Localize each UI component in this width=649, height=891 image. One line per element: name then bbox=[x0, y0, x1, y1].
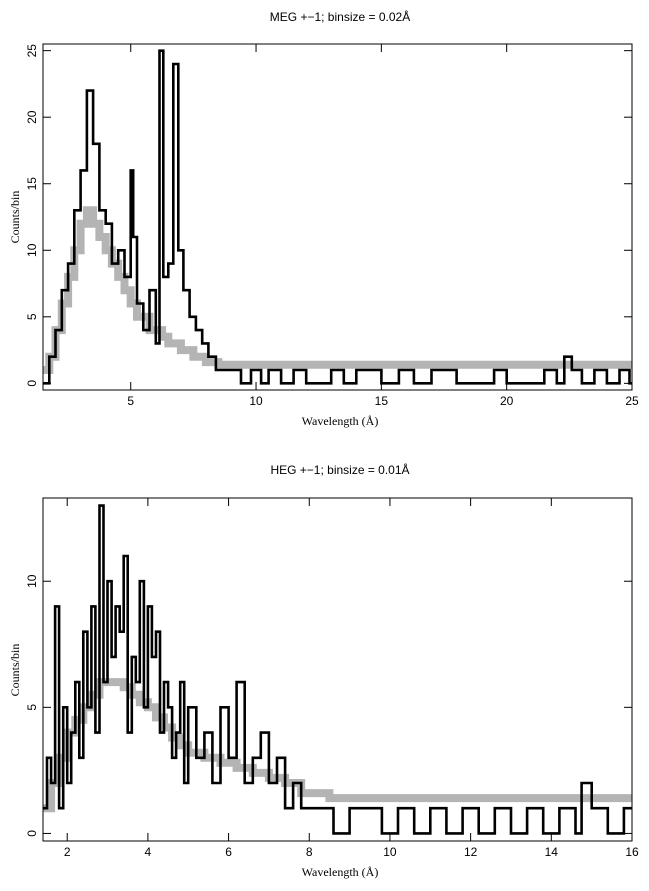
meg-x-tick-label: 10 bbox=[249, 394, 263, 408]
meg-x-tick-label: 15 bbox=[375, 394, 389, 408]
heg-x-tick-label: 6 bbox=[225, 845, 232, 859]
meg-counts-step-line bbox=[43, 49, 632, 385]
meg-y-tick-label: 10 bbox=[25, 243, 39, 257]
meg-axis-ticks: 5 10 15 20 25 0 5 10 15 20 25 bbox=[25, 44, 639, 408]
heg-counts-step-line bbox=[43, 504, 632, 835]
meg-y-tick-label: 25 bbox=[25, 44, 39, 58]
heg-x-tick-label: 14 bbox=[545, 845, 559, 859]
meg-x-tick-label: 5 bbox=[127, 394, 134, 408]
heg-x-tick-label: 2 bbox=[64, 845, 71, 859]
meg-x-tick-label: 20 bbox=[500, 394, 514, 408]
heg-x-tick-label: 4 bbox=[145, 845, 152, 859]
meg-x-tick-label: 25 bbox=[625, 394, 639, 408]
heg-panel: HEG +−1; binsize = 0.01Å 2 4 6 8 10 12 14 16 0 5 1… bbox=[8, 462, 639, 879]
heg-y-tick-label: 5 bbox=[25, 704, 39, 711]
heg-axis-ticks: 2 4 6 8 10 12 14 16 0 5 10 bbox=[25, 498, 639, 859]
heg-plot-frame bbox=[42, 497, 633, 842]
meg-y-axis-label: Counts/bin bbox=[8, 191, 22, 244]
heg-x-tick-label: 16 bbox=[625, 845, 639, 859]
heg-chart-title: HEG +−1; binsize = 0.01Å bbox=[270, 462, 409, 477]
heg-y-axis-label: Counts/bin bbox=[8, 644, 22, 697]
meg-plot-frame bbox=[42, 43, 633, 391]
meg-panel: MEG +−1; binsize = 0.02Å 5 10 15 20 25 0 5 10 15… bbox=[8, 9, 639, 428]
meg-y-tick-label: 5 bbox=[25, 313, 39, 320]
meg-y-tick-label: 15 bbox=[25, 177, 39, 191]
heg-plot-marks bbox=[43, 504, 632, 835]
heg-y-tick-label: 0 bbox=[25, 830, 39, 837]
heg-x-tick-label: 10 bbox=[383, 845, 397, 859]
heg-x-tick-label: 12 bbox=[464, 845, 478, 859]
meg-x-axis-label: Wavelength (Å) bbox=[302, 414, 379, 428]
meg-y-tick-label: 0 bbox=[25, 380, 39, 387]
meg-chart-title: MEG +−1; binsize = 0.02Å bbox=[270, 9, 410, 24]
heg-x-axis-label: Wavelength (Å) bbox=[302, 865, 379, 879]
heg-x-tick-label: 8 bbox=[306, 845, 313, 859]
meg-y-tick-label: 20 bbox=[25, 110, 39, 124]
meg-plot-marks bbox=[43, 49, 632, 385]
heg-y-tick-label: 10 bbox=[25, 574, 39, 588]
